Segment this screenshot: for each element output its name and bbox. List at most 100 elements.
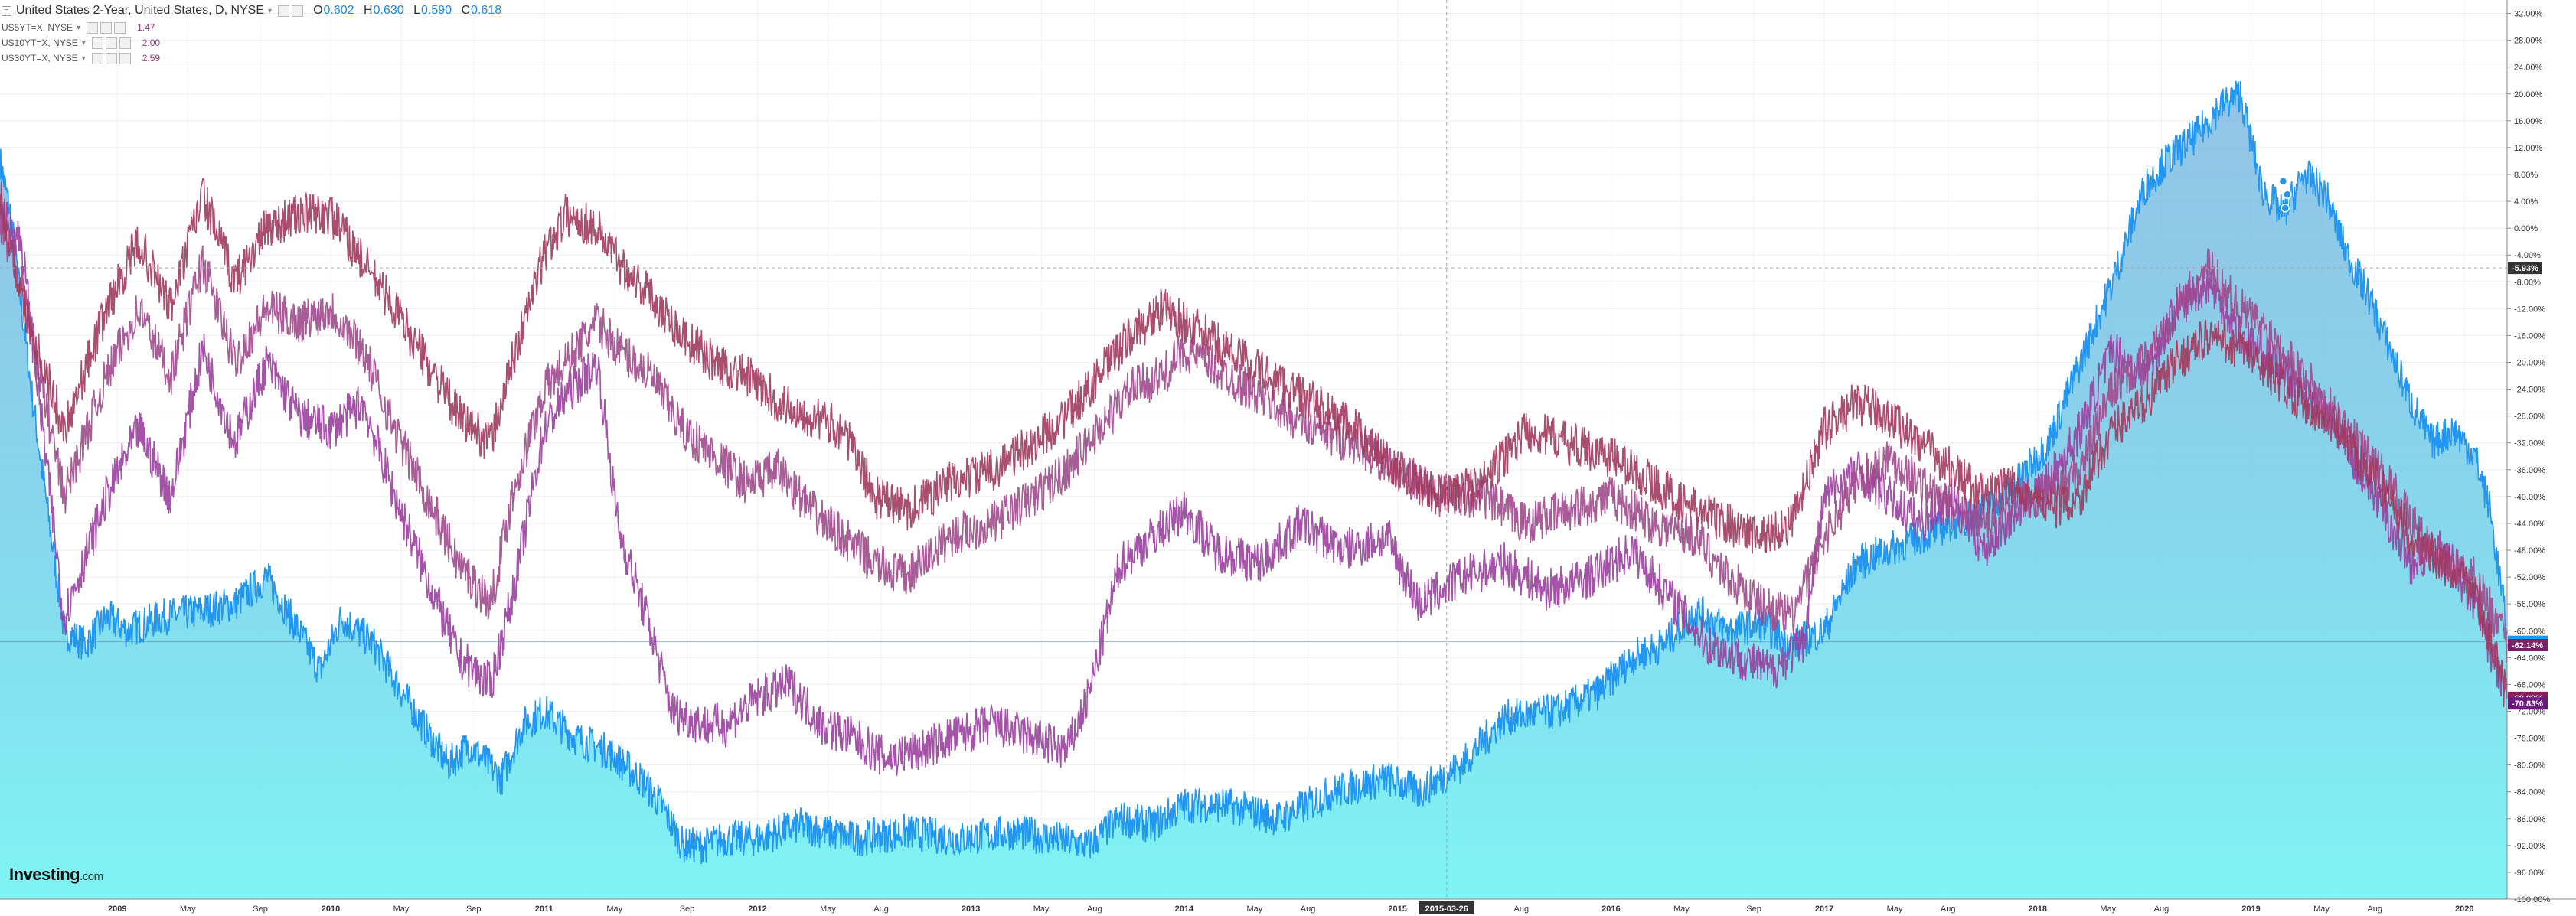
chevron-down-icon[interactable]: ▾ xyxy=(81,54,86,63)
x-tick-label: Sep xyxy=(466,905,482,914)
chevron-down-icon[interactable]: ▾ xyxy=(81,38,86,47)
x-tick-label: 2019 xyxy=(2241,905,2260,914)
y-tick-label: -44.00% xyxy=(2514,520,2545,529)
compare-symbol-label[interactable]: US30YT=X, NYSE xyxy=(2,53,78,64)
chevron-down-icon[interactable]: ▾ xyxy=(77,23,81,32)
x-tick-label: Sep xyxy=(1746,905,1761,914)
y-tick-label: -40.00% xyxy=(2514,493,2545,502)
x-tick-label: 2017 xyxy=(1815,905,1833,914)
eye-icon[interactable] xyxy=(91,37,103,49)
y-tick-label: 12.00% xyxy=(2514,144,2543,153)
compare-symbol-label[interactable]: US10YT=X, NYSE xyxy=(2,37,78,48)
y-tick-label: 0.00% xyxy=(2514,224,2538,233)
y-tick-label: -20.00% xyxy=(2514,359,2545,368)
y-tick-label: -52.00% xyxy=(2514,573,2545,582)
main-series-legend: − United States 2-Year, United States, D… xyxy=(2,2,501,20)
collapse-toggle[interactable]: − xyxy=(2,5,11,16)
last-value-tag xyxy=(2508,697,2548,710)
event-marker[interactable] xyxy=(2278,177,2288,186)
series-line-us10y[interactable] xyxy=(0,213,2508,663)
y-tick-label: -48.00% xyxy=(2514,546,2545,556)
y-tick-label: 16.00% xyxy=(2514,117,2543,126)
eye-icon[interactable] xyxy=(87,21,99,34)
y-tick-label: -8.00% xyxy=(2514,278,2541,287)
x-tick-label: May xyxy=(1033,905,1050,914)
last-value-tag xyxy=(2508,639,2548,652)
crosshair-price-label: -5.93% xyxy=(2512,264,2538,273)
x-tick-label: May xyxy=(2100,905,2116,914)
y-tick-label: -32.00% xyxy=(2514,439,2545,448)
settings-icon[interactable] xyxy=(292,5,304,17)
time-axis[interactable]: 2009 May Sep 2010 May Sep 2011 May Sep 2012 May Aug… xyxy=(108,905,2473,914)
y-tick-label: -24.00% xyxy=(2514,386,2545,395)
y-tick-label: -16.00% xyxy=(2514,331,2545,341)
chevron-down-icon[interactable]: ▾ xyxy=(268,6,273,15)
event-marker[interactable] xyxy=(2283,190,2292,200)
y-tick-label: -56.00% xyxy=(2514,600,2545,609)
y-tick-label: -100.00% xyxy=(2514,895,2550,905)
y-tick-label: -72.00% xyxy=(2514,707,2545,716)
y-tick-label: 20.00% xyxy=(2514,90,2543,99)
y-tick-label: -84.00% xyxy=(2514,788,2545,797)
logo-suffix: .com xyxy=(80,870,103,883)
y-tick-label: -60.00% xyxy=(2514,627,2545,636)
y-tick-label: 4.00% xyxy=(2514,197,2538,207)
settings-icon[interactable] xyxy=(100,21,113,34)
x-tick-label: May xyxy=(1673,905,1690,914)
eye-icon[interactable] xyxy=(278,5,290,17)
series-line-us5y[interactable] xyxy=(0,201,2508,776)
x-tick-label: Aug xyxy=(2367,905,2382,914)
y-tick-label: -36.00% xyxy=(2514,466,2545,475)
series-line-us30y[interactable] xyxy=(0,178,2508,708)
x-tick-label: Aug xyxy=(1087,905,1102,914)
x-tick-label: May xyxy=(2313,905,2330,914)
x-tick-label: 2013 xyxy=(962,905,980,914)
x-tick-label: 2018 xyxy=(2029,905,2047,914)
y-tick-label: 28.00% xyxy=(2514,37,2543,46)
x-tick-label: Aug xyxy=(2154,905,2170,914)
y-tick-label: -92.00% xyxy=(2514,842,2545,851)
y-tick-label: -76.00% xyxy=(2514,735,2545,744)
y-tick-label: 8.00% xyxy=(2514,171,2538,180)
open-value: 0.602 xyxy=(323,4,354,17)
event-marker[interactable] xyxy=(2281,204,2290,213)
ohlc-readout: O0.602 H0.630 L0.590 C0.618 xyxy=(313,4,502,17)
x-tick-label: 2014 xyxy=(1175,905,1194,914)
x-tick-label: Aug xyxy=(1941,905,1956,914)
y-tick-label: -68.00% xyxy=(2514,680,2545,689)
y-tick-label: -4.00% xyxy=(2514,251,2541,260)
area-fill-us2y xyxy=(0,80,2507,899)
logo-brand: Investing xyxy=(9,865,80,884)
compare-series-legend-2: US10YT=X, NYSE ▾ 2.00 xyxy=(2,35,501,51)
x-tick-label: May xyxy=(1247,905,1263,914)
crosshair-date-tag xyxy=(1419,901,1474,914)
legend: − United States 2-Year, United States, D… xyxy=(2,2,501,66)
close-icon[interactable] xyxy=(114,21,126,34)
close-value: 0.618 xyxy=(471,4,502,17)
main-symbol-label[interactable]: United States 2-Year, United States, D, … xyxy=(16,4,265,17)
eye-icon[interactable] xyxy=(91,52,103,64)
x-tick-label: May xyxy=(180,905,196,914)
x-tick-label: 2012 xyxy=(748,905,766,914)
x-tick-label: May xyxy=(1887,905,1903,914)
price-axis[interactable]: 32.00% 28.00% 24.00% 20.00% 16.00% 12.00% 8.00… xyxy=(2507,10,2550,905)
compare-symbol-label[interactable]: US5YT=X, NYSE xyxy=(2,22,73,33)
y-tick-label: -96.00% xyxy=(2514,869,2545,878)
close-icon[interactable] xyxy=(119,37,131,49)
last-value-tags: -61.64%-62.14%-69.99%-70.83%-5.93%2015-0… xyxy=(1419,262,2548,914)
settings-icon[interactable] xyxy=(105,37,117,49)
x-tick-label: 2020 xyxy=(2455,905,2473,914)
plot-area xyxy=(0,0,2508,899)
x-tick-label: 2016 xyxy=(1601,905,1620,914)
last-value-tag-label: -62.14% xyxy=(2512,641,2543,650)
settings-icon[interactable] xyxy=(105,52,117,64)
series-line-us2y[interactable] xyxy=(0,80,2508,865)
y-tick-label: -28.00% xyxy=(2514,412,2545,422)
close-icon[interactable] xyxy=(119,52,131,64)
low-value: 0.590 xyxy=(420,4,452,17)
x-tick-label: Aug xyxy=(1514,905,1530,914)
x-tick-label: Sep xyxy=(253,905,268,914)
x-tick-label: May xyxy=(606,905,622,914)
x-tick-label: 2015 xyxy=(1388,905,1406,914)
